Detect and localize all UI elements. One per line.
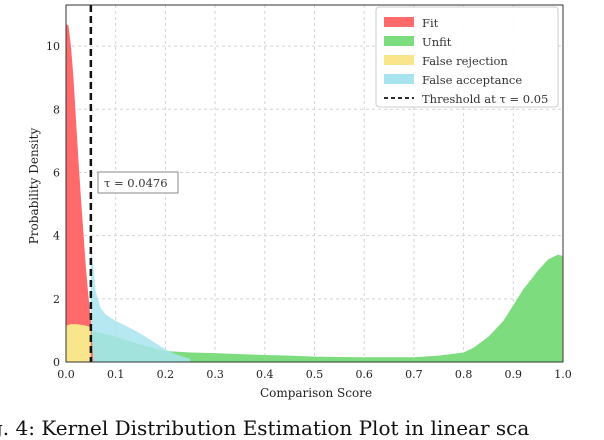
x-tick-label: 1.0 bbox=[554, 368, 572, 381]
legend-label: Fit bbox=[422, 16, 439, 30]
x-tick-label: 0.8 bbox=[455, 368, 473, 381]
x-tick-label: 0.4 bbox=[256, 368, 274, 381]
y-axis-ticks: 0 2 4 6 8 10 bbox=[46, 40, 60, 369]
threshold-annotation: τ = 0.0476 bbox=[97, 171, 179, 194]
x-tick-label: 0.0 bbox=[57, 368, 75, 381]
area-fit bbox=[66, 23, 94, 363]
annotation-text: τ = 0.0476 bbox=[104, 176, 168, 190]
plot-frame bbox=[65, 4, 564, 363]
x-tick-label: 0.1 bbox=[107, 368, 125, 381]
legend-label: False acceptance bbox=[422, 73, 522, 87]
legend-swatch bbox=[384, 74, 414, 84]
density-areas bbox=[66, 23, 563, 363]
x-axis-ticks: 0.0 0.1 0.2 0.3 0.4 0.5 0.6 0.7 0.8 0.9 1.0 bbox=[57, 368, 572, 381]
legend-swatch bbox=[384, 17, 414, 27]
legend-label: Unfit bbox=[422, 35, 452, 49]
annotation-box bbox=[97, 171, 179, 194]
x-tick-label: 0.3 bbox=[206, 368, 224, 381]
y-tick-label: 4 bbox=[53, 230, 60, 243]
legend-swatch bbox=[384, 55, 414, 65]
area-unfit bbox=[90, 254, 563, 362]
y-tick-label: 2 bbox=[53, 293, 60, 306]
x-tick-label: 0.2 bbox=[157, 368, 175, 381]
area-false-acceptance bbox=[90, 248, 191, 362]
legend-box bbox=[375, 6, 559, 108]
y-tick-label: 6 bbox=[53, 166, 60, 179]
x-tick-label: 0.5 bbox=[306, 368, 324, 381]
legend-threshold-label: Threshold at τ = 0.05 bbox=[422, 92, 548, 106]
y-tick-label: 8 bbox=[53, 103, 60, 116]
legend: Fit Unfit False rejection False acceptance T… bbox=[375, 6, 559, 108]
legend-label: False rejection bbox=[422, 54, 508, 68]
x-axis-label: Comparison Score bbox=[260, 386, 372, 400]
legend-swatch bbox=[384, 36, 414, 46]
x-tick-label: 0.6 bbox=[355, 368, 373, 381]
y-tick-label: 0 bbox=[53, 356, 60, 369]
figure-caption: g. 4: Kernel Distribution Estimation Plo… bbox=[0, 416, 530, 440]
x-tick-label: 0.7 bbox=[405, 368, 423, 381]
y-tick-label: 10 bbox=[46, 40, 60, 53]
area-false-rejection bbox=[66, 324, 91, 362]
axes-box bbox=[65, 4, 564, 363]
x-tick-label: 0.9 bbox=[505, 368, 523, 381]
y-axis-label: Probability Density bbox=[27, 128, 41, 245]
